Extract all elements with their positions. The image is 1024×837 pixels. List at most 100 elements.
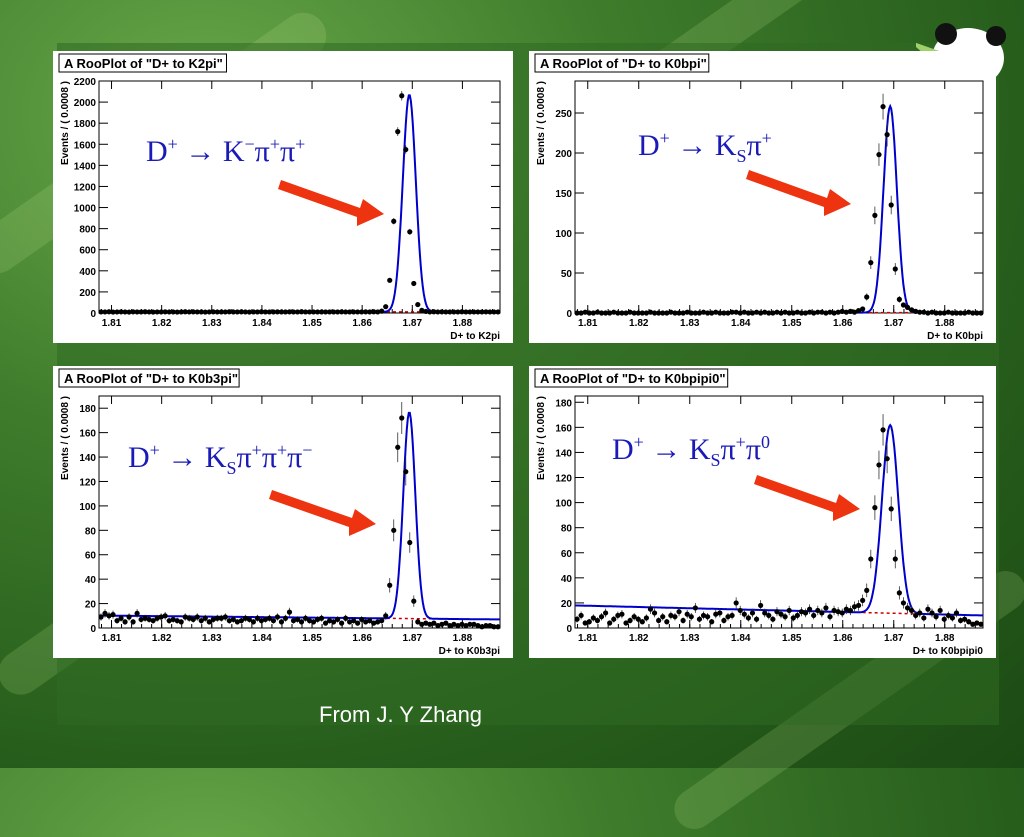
data-point bbox=[929, 309, 935, 315]
data-point bbox=[884, 456, 890, 462]
decay-product-charge: − bbox=[302, 440, 313, 460]
data-point bbox=[334, 309, 341, 315]
plot-frame bbox=[98, 80, 501, 314]
data-point bbox=[451, 309, 457, 315]
data-point bbox=[904, 605, 911, 611]
data-point bbox=[334, 616, 341, 623]
data-point bbox=[700, 612, 707, 619]
data-point bbox=[941, 616, 947, 622]
data-point bbox=[953, 610, 960, 616]
data-point bbox=[647, 606, 654, 612]
data-point bbox=[611, 616, 617, 622]
data-point bbox=[868, 556, 874, 562]
data-point bbox=[819, 309, 825, 315]
data-point bbox=[190, 616, 196, 623]
data-point bbox=[798, 609, 805, 615]
data-point bbox=[643, 615, 649, 621]
data-point bbox=[957, 617, 964, 624]
data-point bbox=[222, 614, 228, 620]
data-point bbox=[226, 309, 232, 315]
y-axis-label: Events / ( 0.0008 ) bbox=[536, 396, 547, 480]
data-point bbox=[138, 309, 144, 315]
data-point bbox=[379, 308, 385, 314]
y-tick-label: 120 bbox=[79, 477, 96, 488]
data-point bbox=[302, 615, 309, 621]
decay-product-charge: + bbox=[295, 134, 306, 154]
data-point bbox=[933, 614, 939, 620]
data-point bbox=[807, 606, 813, 612]
data-point bbox=[210, 616, 216, 623]
x-tick-label: 1.82 bbox=[629, 318, 649, 329]
plot-title-box bbox=[58, 53, 227, 73]
data-point bbox=[598, 614, 605, 620]
data-point bbox=[294, 309, 301, 315]
y-tick-label: 200 bbox=[79, 288, 96, 299]
data-point bbox=[266, 309, 273, 315]
data-point bbox=[966, 309, 972, 315]
plot-frame bbox=[574, 395, 984, 629]
data-point bbox=[749, 310, 756, 316]
y-tick-label: 0 bbox=[566, 309, 572, 320]
data-point bbox=[880, 427, 886, 433]
x-tick-label: 1.81 bbox=[578, 318, 598, 329]
decay-parent: D bbox=[146, 135, 168, 168]
data-point bbox=[807, 309, 813, 315]
data-point bbox=[142, 615, 148, 621]
data-point bbox=[162, 613, 168, 619]
data-point bbox=[909, 307, 915, 313]
data-point bbox=[974, 310, 980, 316]
data-point bbox=[431, 309, 437, 315]
x-tick-label: 1.82 bbox=[629, 633, 649, 644]
data-point bbox=[705, 310, 711, 316]
data-point bbox=[623, 620, 629, 626]
data-point bbox=[892, 266, 898, 272]
data-point bbox=[688, 310, 694, 316]
data-point bbox=[778, 310, 784, 316]
decay-label-k0bpipi0: D+ → KSπ+π0 bbox=[612, 432, 770, 471]
decay-parent: D bbox=[638, 129, 660, 162]
data-point bbox=[218, 309, 224, 315]
data-point bbox=[238, 309, 244, 315]
data-point bbox=[270, 618, 277, 624]
data-point bbox=[246, 309, 252, 315]
y-tick-label: 120 bbox=[555, 474, 572, 485]
data-point bbox=[582, 309, 588, 315]
data-point bbox=[130, 309, 136, 315]
data-point bbox=[811, 612, 817, 619]
data-point bbox=[786, 607, 792, 614]
data-point bbox=[166, 618, 172, 624]
data-point bbox=[471, 621, 477, 627]
data-point bbox=[896, 296, 902, 302]
x-tick-label: 1.86 bbox=[833, 633, 853, 644]
data-point bbox=[174, 618, 180, 624]
data-point bbox=[234, 619, 240, 625]
data-point bbox=[190, 309, 196, 315]
data-point bbox=[447, 622, 453, 629]
data-point bbox=[766, 310, 772, 316]
data-point bbox=[766, 612, 772, 619]
decay-label-k0bpi: D+ → KSπ+ bbox=[638, 128, 772, 167]
data-point bbox=[395, 444, 401, 450]
data-point bbox=[696, 616, 703, 622]
data-point bbox=[495, 624, 501, 630]
plot-frame bbox=[98, 395, 501, 629]
data-point bbox=[379, 618, 385, 624]
total-fit-curve bbox=[575, 103, 983, 314]
decay-product: π bbox=[254, 135, 270, 168]
data-point bbox=[186, 309, 192, 315]
data-point bbox=[411, 280, 417, 287]
data-point bbox=[102, 610, 108, 616]
chart-svg-1: A RooPlot of "D+ to K2pi" 1.81 1.82 1.83 1.8… bbox=[58, 53, 501, 342]
data-point bbox=[286, 609, 293, 615]
data-point bbox=[672, 614, 678, 620]
plot-title-box bbox=[534, 53, 710, 73]
data-point bbox=[383, 613, 389, 619]
data-point bbox=[282, 615, 289, 621]
data-point bbox=[872, 212, 878, 218]
data-point bbox=[475, 309, 481, 315]
decay-arrow: → bbox=[669, 129, 715, 162]
data-point bbox=[174, 309, 180, 315]
data-point bbox=[170, 616, 176, 623]
decay-product: K bbox=[204, 441, 227, 474]
data-point bbox=[794, 309, 800, 315]
